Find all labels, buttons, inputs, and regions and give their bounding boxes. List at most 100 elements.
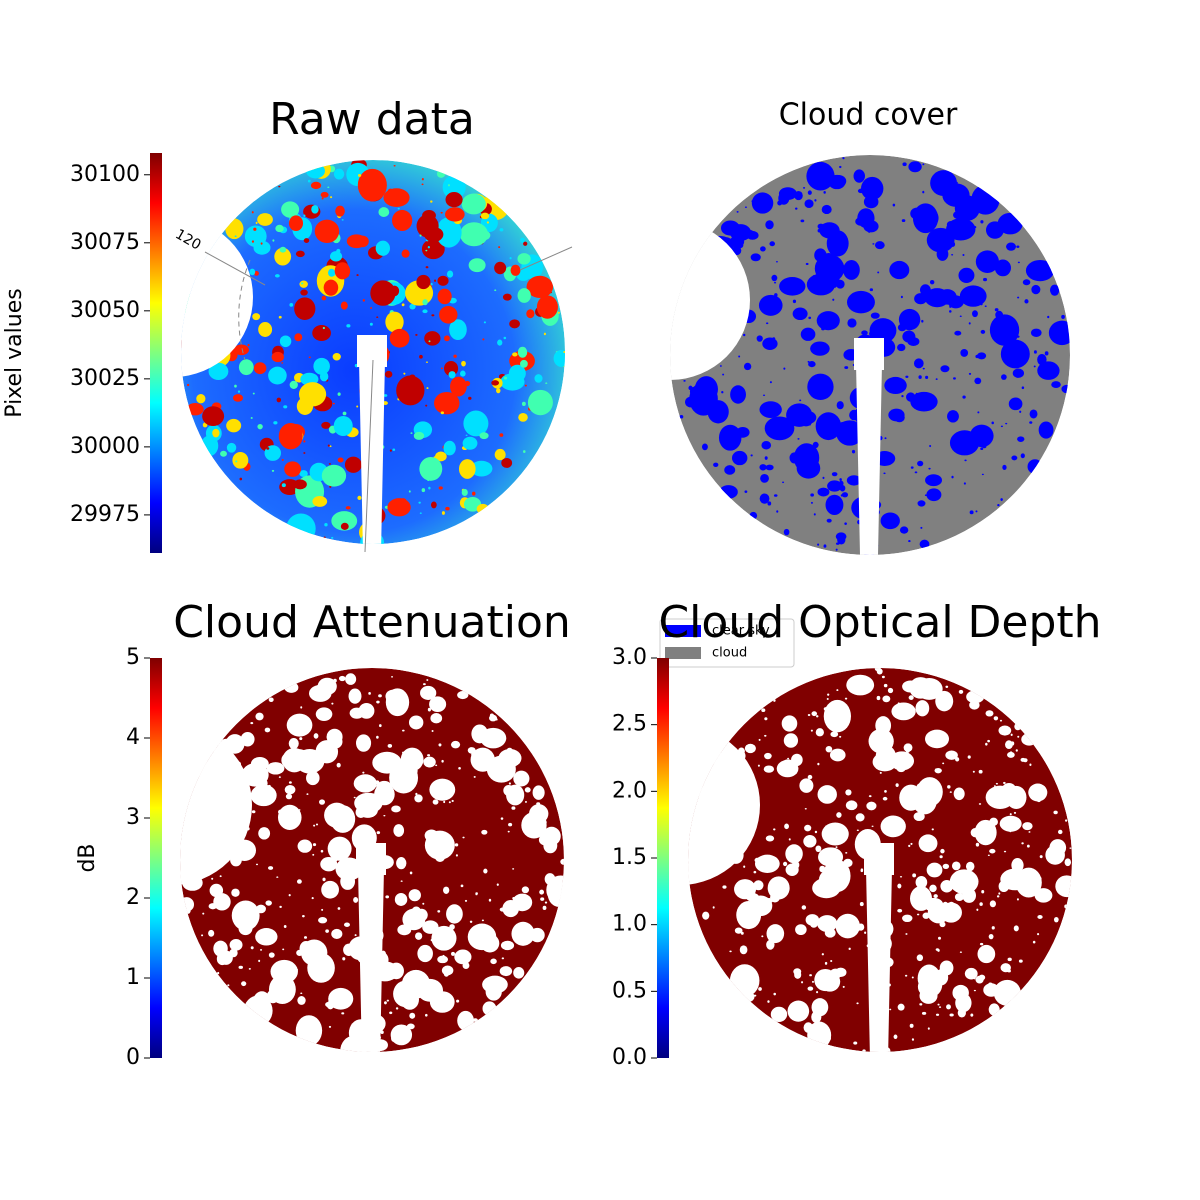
blob	[502, 293, 512, 301]
blob	[839, 478, 842, 481]
blob	[758, 294, 783, 316]
blob	[929, 279, 935, 285]
blob	[1005, 740, 1013, 750]
blob	[385, 895, 390, 899]
blob	[483, 868, 488, 874]
blob	[1002, 464, 1007, 470]
blob	[935, 690, 954, 712]
blob	[1012, 368, 1025, 378]
blob	[311, 896, 314, 900]
blob	[425, 404, 428, 407]
blob	[955, 757, 960, 762]
blob	[437, 275, 449, 286]
blob	[953, 210, 965, 220]
blob	[321, 295, 327, 301]
blob	[1000, 868, 1030, 891]
blob	[422, 309, 428, 314]
blob	[1017, 735, 1020, 738]
blob	[1047, 315, 1050, 319]
blob	[900, 295, 903, 299]
blob	[856, 1002, 859, 1005]
blob	[500, 817, 504, 820]
blob	[384, 370, 393, 378]
blob	[739, 909, 742, 912]
y-axis-label: dB	[75, 843, 100, 872]
blob	[453, 354, 457, 358]
blob	[938, 936, 942, 940]
blob	[252, 392, 255, 395]
blob	[308, 356, 311, 359]
blob	[410, 432, 413, 435]
blob	[421, 238, 445, 260]
blob	[392, 448, 396, 451]
blob	[902, 330, 916, 343]
blob	[853, 169, 865, 183]
blob	[475, 893, 478, 896]
blob	[357, 168, 387, 202]
blob	[1055, 846, 1058, 849]
blob	[947, 410, 959, 423]
blob	[840, 494, 844, 497]
y-tick-label: 1.5	[612, 845, 647, 870]
blob	[799, 399, 802, 402]
blob	[483, 321, 486, 324]
blob	[807, 360, 810, 363]
blob	[810, 493, 814, 497]
blob	[978, 769, 983, 774]
blob	[455, 854, 458, 857]
blob	[1061, 314, 1065, 319]
y-tick-label: 30075	[70, 230, 140, 255]
blob	[744, 206, 747, 208]
blob	[796, 457, 821, 479]
blob	[760, 246, 766, 252]
blob	[975, 842, 980, 847]
blob	[816, 990, 819, 994]
blob	[303, 452, 306, 454]
y-tick-label: 2.0	[612, 778, 647, 803]
blob	[765, 835, 775, 842]
blob	[921, 1011, 927, 1015]
blob	[1001, 374, 1007, 380]
blob	[456, 952, 468, 964]
blob	[208, 362, 229, 381]
blob	[802, 187, 806, 189]
blob	[895, 783, 899, 787]
blob	[804, 807, 807, 810]
blob	[501, 957, 505, 960]
blob	[783, 528, 790, 536]
blob	[353, 796, 356, 799]
blob	[402, 908, 426, 931]
blob	[320, 857, 338, 872]
blob	[421, 183, 424, 186]
blob	[328, 268, 336, 277]
blob	[499, 433, 504, 437]
blob	[960, 348, 969, 357]
blob	[258, 322, 273, 338]
blob	[234, 235, 237, 238]
blob	[856, 829, 859, 832]
blob	[760, 473, 769, 483]
blob	[991, 421, 994, 425]
blob	[767, 876, 790, 900]
blob	[463, 410, 489, 437]
blob	[814, 199, 817, 202]
blob	[808, 316, 812, 320]
blob	[911, 1038, 915, 1041]
blob	[982, 444, 987, 449]
blob	[335, 857, 363, 881]
blob	[1048, 320, 1070, 346]
blob	[842, 985, 845, 989]
blob	[933, 894, 938, 899]
blob	[438, 486, 443, 490]
blob	[542, 905, 547, 911]
blob	[1039, 265, 1042, 268]
blob	[769, 241, 775, 247]
blob	[766, 939, 775, 950]
blob	[408, 889, 421, 902]
blob	[759, 464, 767, 471]
annotation: 120	[172, 226, 203, 253]
blob	[1021, 733, 1038, 746]
blob	[409, 303, 416, 310]
blob	[971, 184, 1000, 215]
blob	[251, 810, 256, 814]
